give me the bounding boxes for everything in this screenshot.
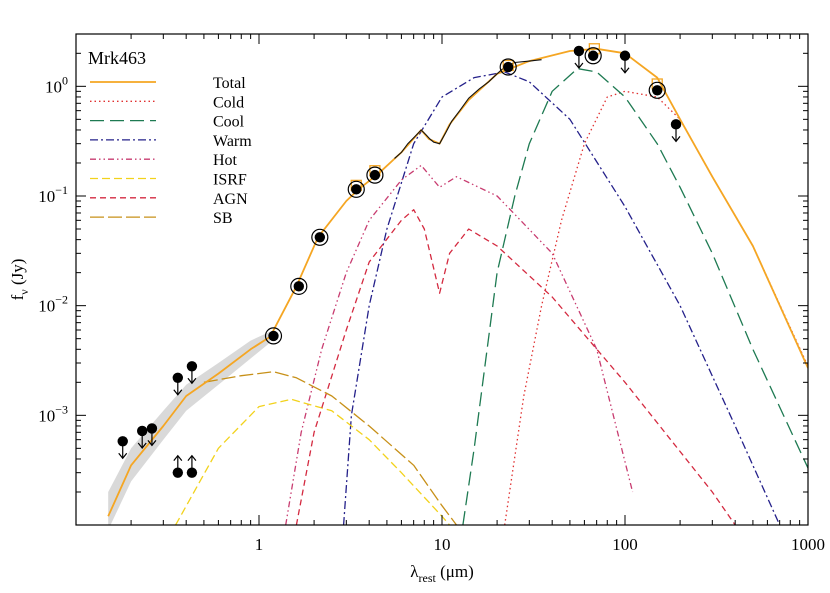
uncertainty-band-layer	[108, 331, 271, 525]
upper-limit-marker	[172, 372, 184, 396]
observed-spectrum-layer	[394, 59, 542, 159]
legend-hot-label: Hot	[213, 152, 238, 169]
legend-cool-label: Cool	[213, 114, 245, 131]
lower-limit-marker	[172, 454, 184, 478]
legend: Mrk463 Total Cold Cool Warm Hot ISRF AGN SB	[88, 48, 252, 227]
photometry-layer	[117, 43, 682, 478]
y-axis-label: fν (Jy)	[8, 259, 31, 301]
lower-limit-marker	[186, 454, 198, 478]
upper-limit-marker	[146, 423, 158, 447]
series-agn-line	[295, 209, 736, 525]
x-tick-label: 1	[255, 535, 264, 554]
series-hot-line	[285, 164, 634, 525]
x-tick-label: 10	[434, 535, 451, 554]
photometry-point	[366, 166, 384, 184]
legend-isrf-label: ISRF	[213, 172, 247, 189]
photometry-point	[347, 180, 365, 198]
upper-limit-marker	[136, 425, 148, 449]
x-axis-label: λrest (μm)	[410, 562, 474, 585]
observed-spectrum-line	[394, 59, 542, 159]
chart-title: Mrk463	[88, 48, 146, 68]
upper-limit-marker	[186, 361, 198, 385]
upper-limit-marker	[619, 50, 631, 74]
legend-sb-label: SB	[213, 210, 233, 227]
photometry-point	[290, 277, 308, 295]
y-tick-label: 10−2	[38, 293, 68, 316]
x-tick-label: 1000	[791, 535, 825, 554]
photometry-point	[499, 58, 517, 76]
series-cool-line	[462, 67, 808, 525]
uncertainty-band	[108, 331, 271, 525]
upper-limit-marker	[670, 119, 682, 143]
legend-warm-label: Warm	[213, 133, 252, 150]
series-cold-line	[504, 90, 808, 525]
photometry-point	[584, 47, 602, 65]
upper-limit-marker	[573, 45, 585, 69]
series-isrf-line	[175, 398, 451, 525]
photometry-point	[311, 228, 329, 246]
x-tick-label: 100	[612, 535, 638, 554]
legend-agn-label: AGN	[213, 191, 248, 208]
plot-frame	[75, 33, 809, 526]
upper-limit-marker	[117, 436, 128, 460]
y-tick-label: 100	[45, 73, 68, 96]
axis-ticks: 1 10 100 1000 10−3 10−2 10−1 100	[38, 33, 825, 554]
photometry-point	[648, 81, 666, 99]
legend-total-label: Total	[213, 75, 246, 92]
legend-cold-label: Cold	[213, 94, 244, 111]
photometry-point	[264, 327, 283, 345]
series-sb-line	[203, 371, 458, 525]
series-warm-line	[342, 71, 781, 525]
y-tick-label: 10−3	[38, 402, 68, 425]
y-tick-label: 10−1	[38, 183, 68, 206]
